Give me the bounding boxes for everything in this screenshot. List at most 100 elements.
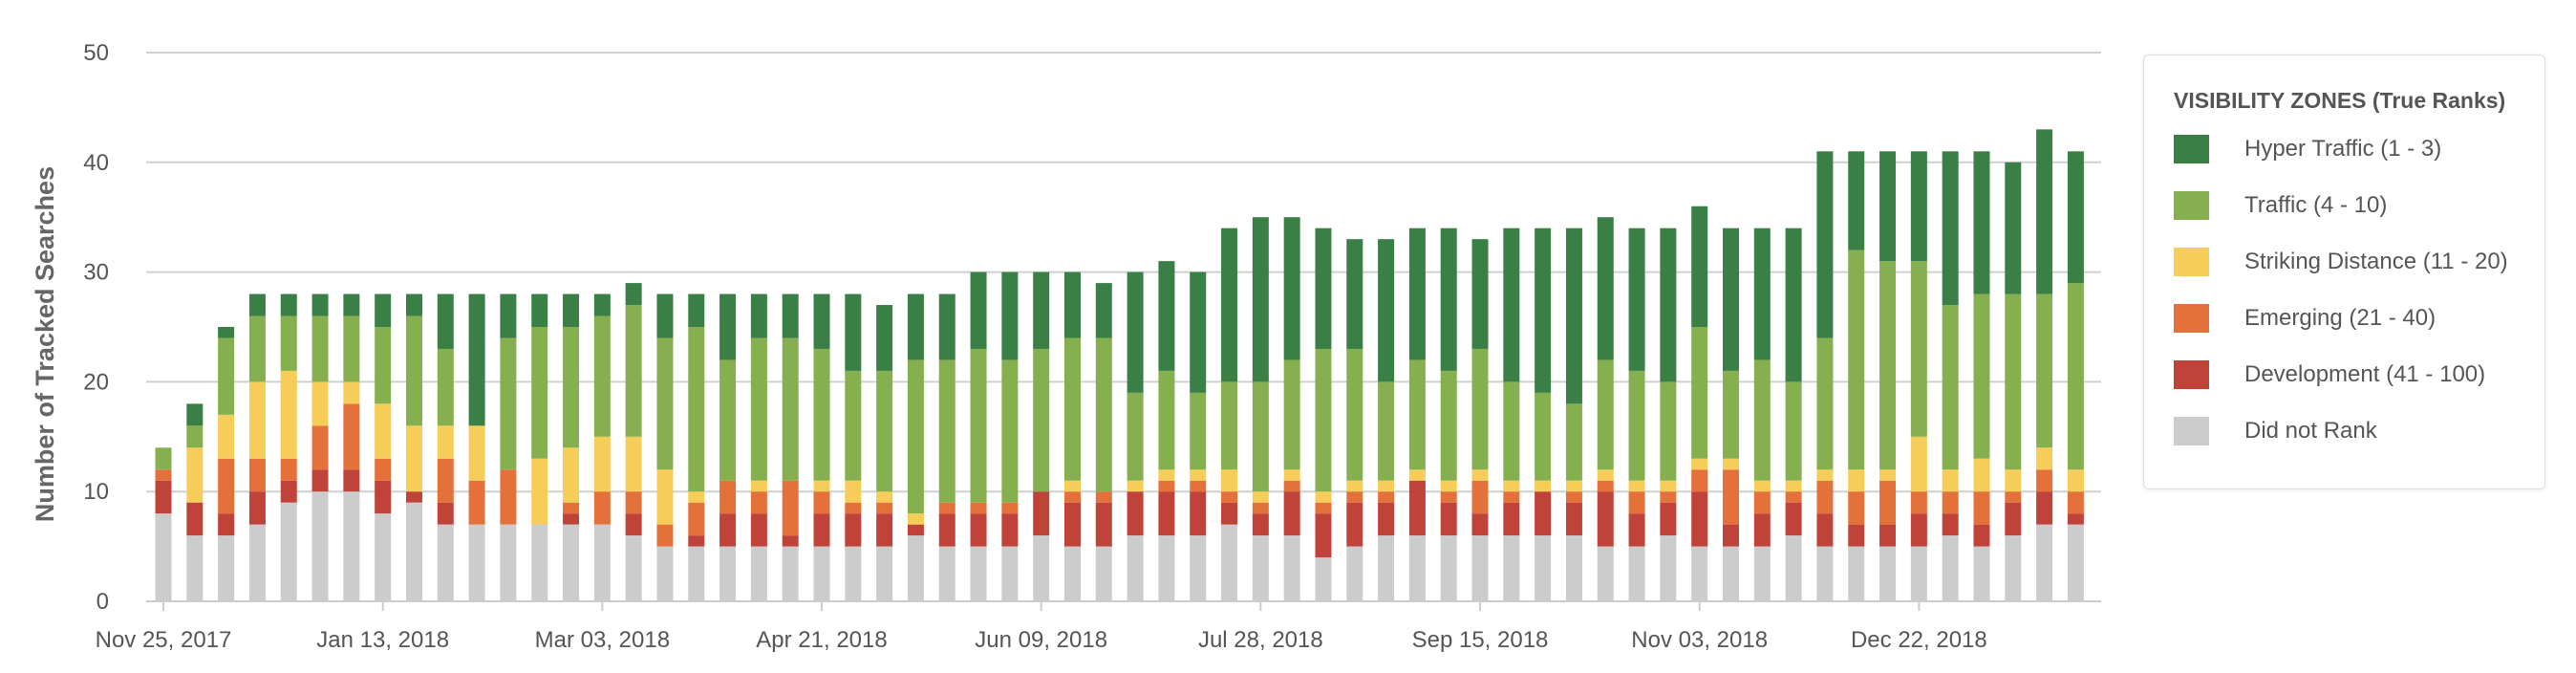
- legend-item[interactable]: Traffic (4 - 10): [2174, 190, 2387, 221]
- bar-segment: [1879, 524, 1897, 547]
- bar-segment: [468, 293, 485, 426]
- bar-segment: [311, 425, 329, 470]
- bar-segment: [2067, 283, 2084, 470]
- bar-segment: [405, 502, 422, 601]
- bar-segment: [1879, 469, 1897, 481]
- bar-segment: [500, 337, 517, 470]
- x-tick-label: Jul 28, 2018: [1198, 627, 1323, 653]
- legend-item[interactable]: Hyper Traffic (1 - 3): [2174, 134, 2441, 164]
- bar-segment: [1440, 535, 1457, 601]
- bar-segment: [1221, 524, 1238, 601]
- bar-segment: [186, 425, 204, 448]
- bar-segment: [593, 293, 611, 316]
- x-tick-label: Nov 25, 2017: [96, 627, 232, 653]
- bar-segment: [1033, 535, 1050, 601]
- legend-swatch: [2174, 417, 2209, 445]
- legend-item[interactable]: Striking Distance (11 - 20): [2174, 247, 2508, 277]
- bar-segment: [1691, 206, 1708, 327]
- bar-segment: [1408, 480, 1426, 536]
- bar-segment: [656, 546, 674, 601]
- bar-segment: [1221, 502, 1238, 525]
- legend-title: VISIBILITY ZONES (True Ranks): [2174, 88, 2506, 113]
- bar-segment: [876, 513, 893, 547]
- bar-segment: [1816, 513, 1834, 547]
- bar-segment: [2005, 469, 2022, 492]
- bar-segment: [1942, 535, 1959, 601]
- bar-segment: [1408, 228, 1426, 360]
- bar-segment: [1628, 513, 1645, 547]
- bar-segment: [1597, 491, 1614, 547]
- bar-segment: [343, 403, 360, 470]
- bar-segment: [970, 271, 987, 349]
- bar-segment: [845, 502, 862, 514]
- bar-segment: [1127, 480, 1144, 492]
- bar-segment: [437, 502, 454, 525]
- x-tick-label: Apr 21, 2018: [756, 627, 887, 653]
- bar-segment: [813, 491, 830, 514]
- bar-segment: [1315, 348, 1332, 492]
- bar-segment: [405, 425, 422, 492]
- bar-segment: [1660, 480, 1677, 492]
- legend-item[interactable]: Development (41 - 100): [2174, 359, 2485, 390]
- bar-segment: [1597, 546, 1614, 601]
- bar-segment: [1535, 228, 1552, 393]
- bar-segment: [1597, 359, 1614, 470]
- bar-segment: [813, 513, 830, 547]
- bar-segment: [876, 370, 893, 492]
- bar-segment: [1753, 513, 1771, 547]
- bar-segment: [845, 480, 862, 503]
- bar-segment: [1346, 502, 1363, 547]
- bar-segment: [218, 535, 235, 601]
- bar-segment: [1753, 491, 1771, 514]
- bar-segment: [1378, 381, 1395, 481]
- bar-segment: [311, 469, 329, 492]
- bar-segment: [625, 491, 642, 514]
- bar-segment: [1660, 381, 1677, 481]
- bar-segment: [688, 502, 705, 536]
- legend-item[interactable]: Did not Rank: [2174, 416, 2377, 446]
- bar-segment: [1879, 480, 1897, 525]
- bar-segment: [1910, 436, 1927, 492]
- bar-segment: [1879, 261, 1897, 470]
- bar-segment: [375, 480, 392, 514]
- bar-segment: [782, 535, 799, 547]
- bar-segment: [218, 414, 235, 459]
- bar-segment: [280, 293, 297, 316]
- bar-segment: [1723, 370, 1739, 459]
- bar-segment: [563, 513, 580, 525]
- bar-segment: [343, 315, 360, 382]
- bar-segment: [1471, 535, 1489, 601]
- bar-segment: [593, 436, 611, 492]
- bar-segment: [1691, 491, 1708, 547]
- bar-segment: [1691, 327, 1708, 459]
- bar-segment: [1252, 513, 1269, 536]
- bar-segment: [1723, 524, 1739, 547]
- bar-segment: [1848, 524, 1865, 547]
- bar-segment: [1753, 228, 1771, 360]
- bar-segment: [2067, 151, 2084, 284]
- bar-segment: [1063, 491, 1081, 503]
- bar-segment: [1033, 348, 1050, 492]
- bar-segment: [1378, 535, 1395, 601]
- bar-segment: [280, 502, 297, 601]
- bar-segment: [1785, 491, 1802, 503]
- bar-segment: [1283, 535, 1300, 601]
- bar-segment: [1723, 546, 1739, 601]
- bar-segment: [1816, 546, 1834, 601]
- bar-segment: [1535, 491, 1552, 536]
- legend-item[interactable]: Emerging (21 - 40): [2174, 303, 2436, 334]
- bar-segment: [1910, 513, 1927, 547]
- bar-segment: [656, 293, 674, 338]
- bar-segment: [2067, 491, 2084, 514]
- legend-label: Emerging (21 - 40): [2244, 305, 2436, 331]
- bar-segment: [750, 337, 767, 481]
- bar-segment: [248, 381, 266, 459]
- bar-segment: [938, 502, 955, 514]
- bar-segment: [1565, 480, 1582, 492]
- bar-segment: [1127, 271, 1144, 393]
- bar-segment: [1942, 469, 1959, 492]
- bar-segment: [876, 305, 893, 371]
- bar-segment: [563, 327, 580, 448]
- bar-segment: [468, 425, 485, 481]
- bar-segment: [1628, 491, 1645, 514]
